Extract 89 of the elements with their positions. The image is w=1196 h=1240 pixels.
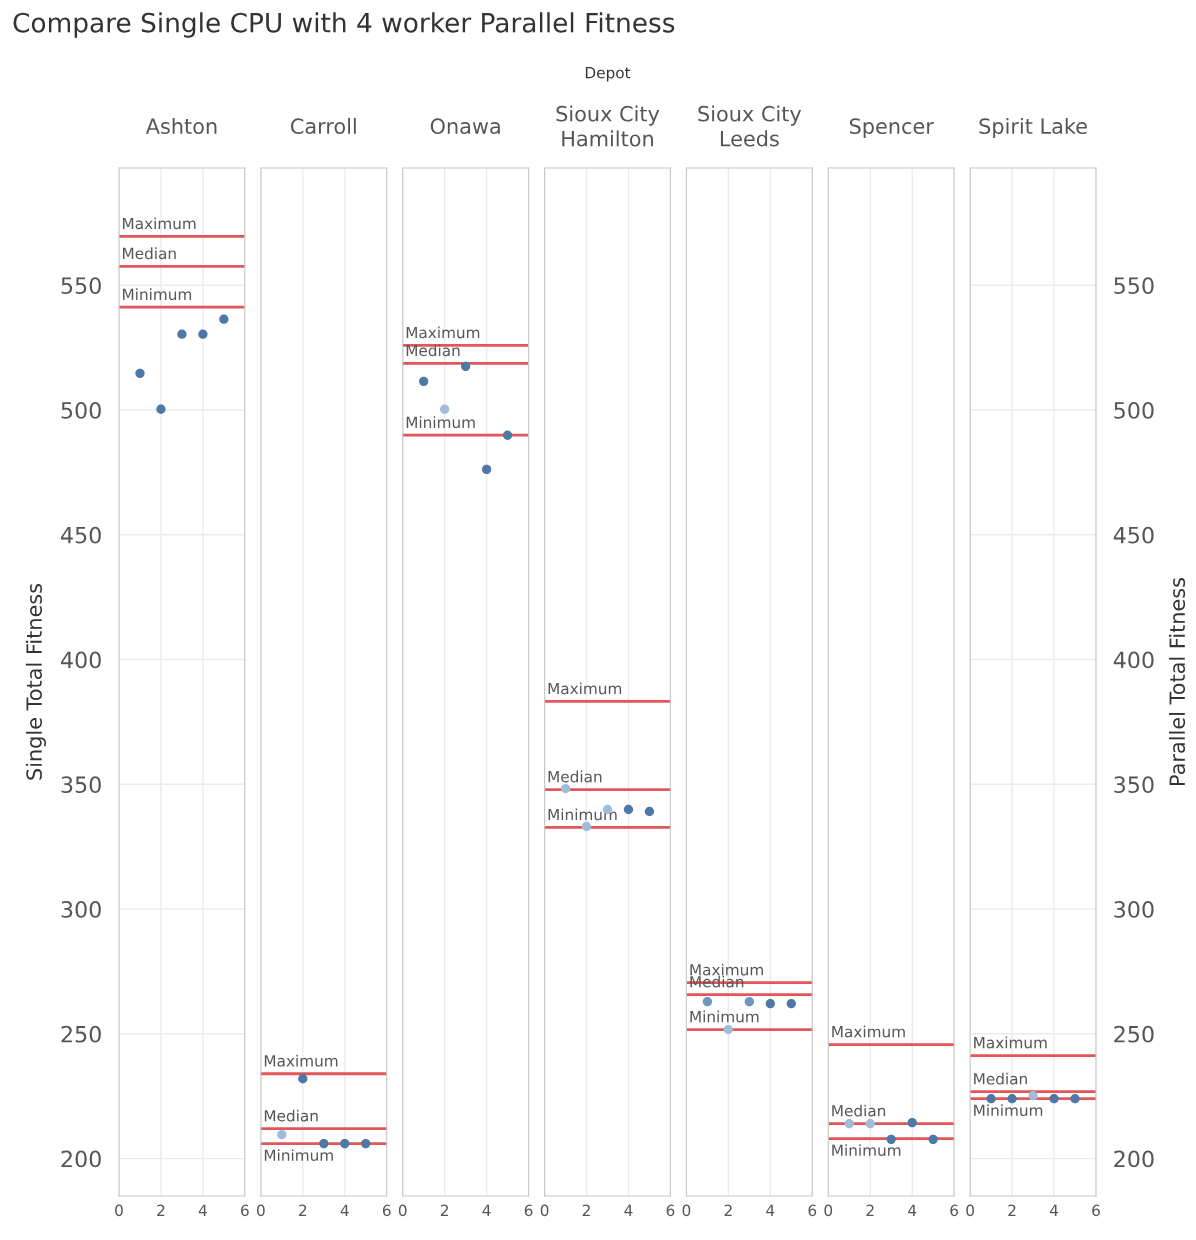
x-tick-label: 0 (966, 1204, 974, 1217)
x-tick-label: 4 (766, 1204, 775, 1216)
y-tick-label: 400 (1113, 651, 1154, 669)
x-tick-label: 4 (198, 1204, 207, 1216)
ref-line-label: Median (264, 1109, 318, 1122)
x-tick-label: 0 (398, 1204, 407, 1217)
x-tick-label: 2 (157, 1204, 165, 1216)
x-tick-label: 6 (666, 1204, 675, 1217)
x-tick-label: 2 (866, 1204, 874, 1216)
ref-line-label: Maximum (974, 1036, 1047, 1049)
x-tick-label: 2 (724, 1204, 732, 1216)
point (644, 806, 655, 817)
x-tick-label: 0 (257, 1204, 265, 1217)
x-tick-label: 4 (482, 1204, 491, 1216)
ref-line-label: Median (406, 344, 460, 357)
point (581, 821, 592, 832)
point (198, 329, 208, 339)
point (156, 404, 166, 414)
point (440, 404, 450, 414)
point (481, 464, 492, 475)
y-tick-label: 200 (61, 1150, 101, 1168)
ref-line-label: Maximum (690, 963, 763, 976)
ref-line-label: Maximum (264, 1054, 338, 1067)
x-tick-label: 6 (950, 1204, 959, 1217)
ref-line-label: Median (548, 770, 602, 783)
chart-title: Onawa (430, 118, 500, 135)
y-tick-label: 550 (1114, 277, 1154, 295)
point (177, 329, 187, 339)
y-tick-label: 350 (1114, 776, 1154, 794)
chart-title: Sioux City Leeds (698, 105, 802, 147)
y-axis-title: Parallel Total Fitness (1168, 578, 1186, 785)
point (219, 314, 229, 324)
y-tick-label: 200 (1114, 1150, 1154, 1168)
x-tick-label: 4 (340, 1204, 349, 1216)
y-tick-label: 350 (61, 776, 101, 794)
ref-line-label: Minimum (406, 416, 475, 429)
point (560, 783, 571, 794)
ref-line-label: Maximum (832, 1025, 905, 1038)
ref-line-label: Median (974, 1072, 1027, 1085)
point (460, 361, 471, 372)
chart-title: Carroll (290, 117, 356, 135)
x-tick-label: 2 (582, 1204, 590, 1216)
x-tick-label: 0 (540, 1204, 549, 1217)
x-tick-label: 2 (1008, 1204, 1016, 1216)
x-tick-label: 0 (682, 1204, 691, 1217)
x-tick-label: 4 (1049, 1204, 1059, 1216)
x-tick-label: 4 (908, 1204, 917, 1216)
ref-line-label: Maximum (406, 326, 480, 339)
point (419, 376, 429, 386)
ref-line-label: Median (832, 1104, 886, 1117)
x-tick-label: 2 (299, 1204, 307, 1216)
chart-title: Ashton (145, 117, 217, 135)
x-tick-label: 0 (115, 1204, 123, 1217)
text: Compare Single CPU with 4 worker Parallel Fitness (13, 12, 675, 38)
x-tick-label: 4 (624, 1204, 633, 1216)
x-tick-label: 0 (824, 1204, 833, 1217)
x-tick-label: 6 (1092, 1204, 1100, 1217)
ref-line-label: Maximum (548, 682, 622, 695)
x-tick-label: 6 (808, 1204, 817, 1217)
y-tick-label: 500 (61, 401, 101, 419)
chart-title: Spencer (849, 118, 934, 139)
y-tick-label: 250 (61, 1025, 101, 1043)
point (502, 430, 513, 440)
y-tick-label: 500 (1114, 401, 1154, 419)
y-tick-label: 550 (61, 277, 101, 295)
ref-line-label: Minimum (832, 1144, 901, 1156)
ref-line-label: Minimum (690, 1010, 759, 1023)
y-tick-label: 450 (61, 526, 101, 544)
y-tick-label: 300 (1114, 901, 1154, 918)
y-axis-title: Single Total Fitness (25, 583, 47, 780)
chart-title: Sioux City Hamilton (556, 105, 660, 147)
x-tick-label: 6 (524, 1204, 533, 1217)
point (135, 368, 145, 379)
y-tick-label: 400 (61, 651, 101, 669)
y-tick-label: 250 (1114, 1025, 1154, 1043)
y-tick-label: 300 (61, 901, 101, 918)
x-tick-label: 2 (440, 1204, 448, 1216)
ref-line-label: Median (123, 247, 176, 260)
ref-line-label: Minimum (548, 808, 617, 821)
chart-title: Spirit Lake (979, 117, 1087, 139)
ref-line-label: Minimum (123, 288, 192, 301)
point (623, 804, 634, 815)
y-tick-label: 450 (1113, 526, 1154, 544)
ref-line-label: Minimum (264, 1149, 333, 1161)
text: Depot (585, 67, 631, 82)
ref-line-label: Maximum (123, 217, 196, 230)
x-tick-label: 6 (241, 1204, 249, 1217)
ref-line-label: Minimum (974, 1104, 1043, 1117)
x-tick-label: 6 (382, 1204, 391, 1217)
